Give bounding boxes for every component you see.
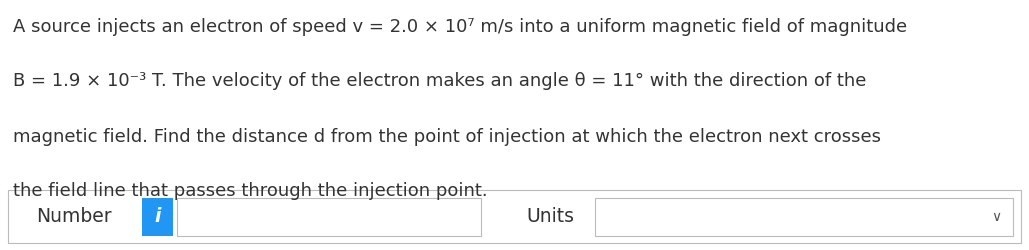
Text: Units: Units [527,207,574,226]
Text: A source injects an electron of speed v = 2.0 × 10⁷ m/s into a uniform magnetic : A source injects an electron of speed v … [13,18,908,36]
Text: the field line that passes through the injection point.: the field line that passes through the i… [13,182,488,200]
Bar [142,198,173,236]
Bar [595,198,1013,236]
Bar [8,190,1021,242]
Text: magnetic field. Find the distance d from the point of injection at which the ele: magnetic field. Find the distance d from… [13,128,882,146]
Text: B = 1.9 × 10⁻³ T. The velocity of the electron makes an angle θ = 11° with the d: B = 1.9 × 10⁻³ T. The velocity of the el… [13,72,866,90]
Text: Number: Number [36,207,112,226]
Text: i: i [154,208,161,227]
Text: ∨: ∨ [991,210,1001,224]
Bar [177,198,481,236]
